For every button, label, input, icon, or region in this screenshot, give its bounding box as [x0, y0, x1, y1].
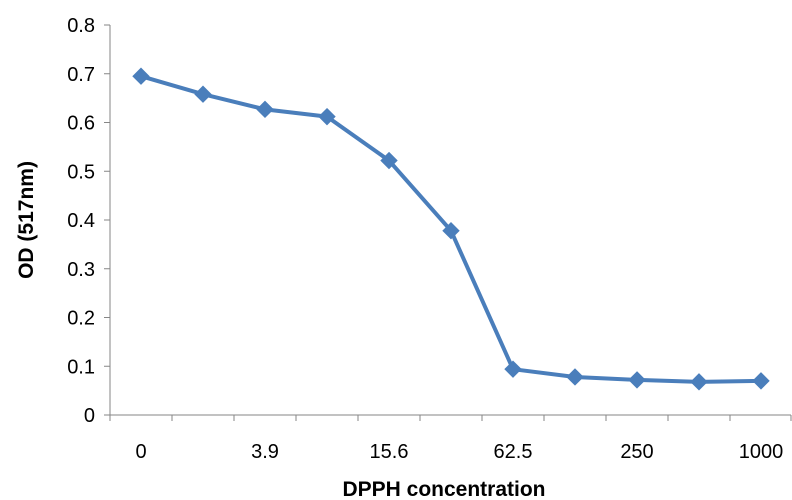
x-tick-label: 1000	[739, 441, 784, 463]
data-point-marker	[380, 151, 398, 170]
data-point-marker	[442, 222, 460, 240]
y-tick-label: 0.5	[67, 161, 95, 183]
x-tick-label: 0	[135, 441, 146, 463]
x-axis-ticks	[109, 415, 792, 421]
x-tick-label: 250	[620, 441, 653, 463]
x-tick-label: 3.9	[251, 441, 279, 463]
data-point-marker	[628, 371, 646, 389]
y-axis-tick-labels: 0 0.1 0.2 0.3 0.4 0.5 0.6 0.7 0.8	[67, 15, 95, 427]
series-group	[132, 67, 770, 391]
x-tick-label: 62.5	[494, 441, 533, 463]
y-tick-label: 0.3	[67, 259, 95, 281]
y-axis-ticks	[104, 24, 110, 416]
y-tick-label: 0.7	[67, 64, 95, 86]
data-point-marker	[194, 85, 212, 103]
data-point-marker	[752, 372, 770, 390]
y-tick-label: 0.1	[67, 356, 95, 378]
y-tick-label: 0.2	[67, 308, 95, 330]
y-tick-label: 0.6	[67, 113, 95, 135]
data-point-marker	[566, 368, 584, 386]
y-tick-label: 0.8	[67, 15, 95, 37]
data-point-marker	[132, 67, 150, 85]
y-tick-label: 0	[84, 405, 95, 427]
y-tick-label: 0.4	[67, 210, 95, 232]
x-tick-label: 15.6	[370, 441, 409, 463]
x-axis-tick-labels: 0 3.9 15.6 62.5 250 1000	[135, 441, 783, 463]
y-axis-title: OD (517nm)	[15, 161, 38, 279]
data-point-marker	[256, 100, 274, 119]
data-point-marker	[690, 373, 708, 391]
data-point-marker	[318, 107, 336, 126]
x-axis-title: DPPH concentration	[342, 478, 545, 500]
data-point-marker	[504, 360, 522, 378]
